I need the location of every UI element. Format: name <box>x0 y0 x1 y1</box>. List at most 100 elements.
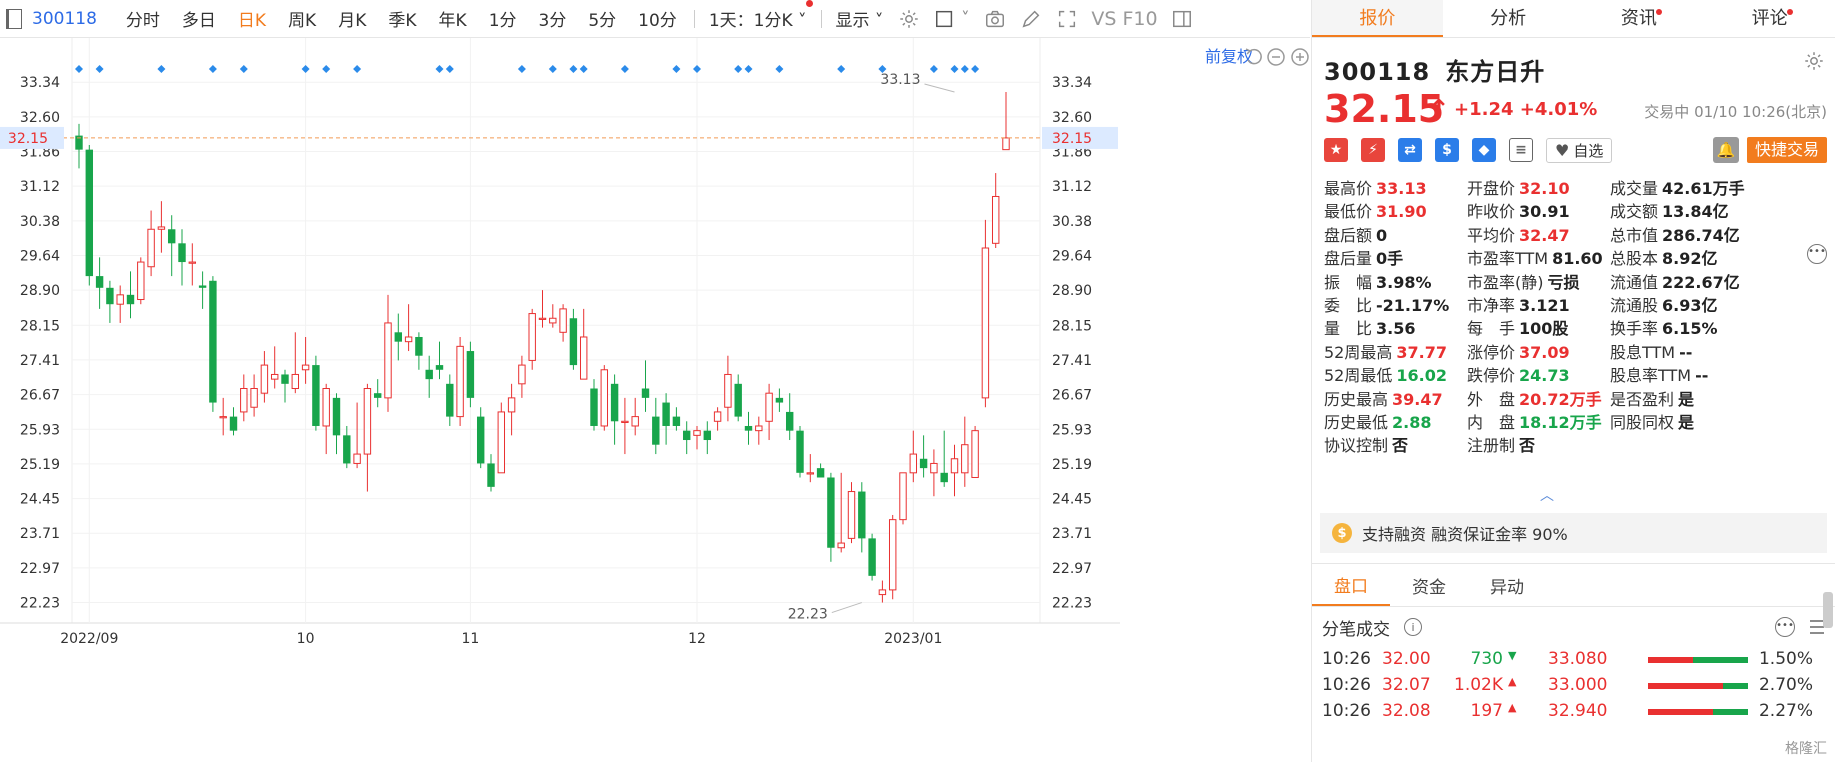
candle-body-down <box>229 416 238 431</box>
candle-body-up <box>724 373 732 408</box>
more-icon[interactable]: ••• <box>1807 244 1827 264</box>
tab-funds[interactable]: 资金 <box>1390 564 1468 606</box>
chevron-down-icon[interactable]: ˅ <box>961 8 970 29</box>
scrollbar[interactable] <box>1823 592 1833 628</box>
stock-code: 300118 <box>1324 58 1431 86</box>
tab-news[interactable]: 资讯 <box>1574 0 1705 37</box>
quote-label: 外 盘 <box>1467 389 1516 409</box>
candle-body-down <box>312 365 320 426</box>
gear-icon[interactable] <box>1803 50 1825 72</box>
tab-5min[interactable]: 5分 <box>588 11 617 31</box>
sidebar-toggle-icon[interactable] <box>6 8 22 29</box>
adjust-mode-label[interactable]: 前复权 <box>1205 47 1253 66</box>
gear-icon[interactable] <box>897 8 921 30</box>
candle-body-up <box>961 444 969 474</box>
event-diamond-icon <box>744 65 753 73</box>
quote-cell: 总市值 286.74亿 <box>1610 222 1740 246</box>
candle-body-up <box>363 388 372 455</box>
shuffle-icon[interactable]: ⇄ <box>1398 138 1422 162</box>
quote-cell: 换手率 6.15% <box>1610 315 1718 339</box>
y-tick-label-left: 28.90 <box>20 283 60 299</box>
tab-multiday[interactable]: 多日 <box>181 11 216 31</box>
display-dropdown[interactable]: 显示 ˅ <box>835 11 884 31</box>
x-tick-label: 2022/09 <box>60 631 118 647</box>
zoom-in-icon[interactable] <box>1291 48 1309 66</box>
depth-bar-fill <box>1648 683 1723 689</box>
candle-body-down <box>734 383 742 417</box>
event-diamond-icon <box>95 65 104 73</box>
quote-value: 亏损 <box>1547 272 1580 292</box>
quote-label: 总股本 <box>1610 249 1659 269</box>
fast-trade-button[interactable]: 快捷交易 <box>1746 137 1827 163</box>
y-tick-label-right: 29.64 <box>1052 248 1092 264</box>
quote-value: 33.13 <box>1376 179 1427 198</box>
dollar-icon[interactable]: $ <box>1435 138 1459 162</box>
info-icon[interactable]: i <box>1404 618 1422 636</box>
quote-label: 是否盈利 <box>1610 389 1675 409</box>
tab-analysis[interactable]: 分析 <box>1443 0 1574 37</box>
china-flag-icon[interactable]: ★ <box>1324 138 1348 162</box>
bell-icon[interactable]: 🔔 <box>1713 137 1739 163</box>
vs-f10-label[interactable]: VS F10 <box>1091 7 1158 30</box>
stock-code-link[interactable]: 300118 <box>32 8 97 29</box>
tab-comments[interactable]: 评论 <box>1704 0 1835 37</box>
candle-body-up <box>116 294 124 305</box>
candle-body-up <box>765 392 773 422</box>
candle-body-up <box>270 373 279 380</box>
period-dropdown[interactable]: 1天：1分K ˅ <box>701 0 815 31</box>
event-diamond-icon <box>445 65 454 73</box>
quote-cell: 开盘价 32.10 <box>1467 175 1570 199</box>
quote-value: 0 <box>1376 225 1388 245</box>
tab-weekly-k[interactable]: 周K <box>288 11 317 31</box>
chart-toolbar: 300118 分时 多日 日K 周K 月K 季K 年K 1分 3分 5分 10分… <box>0 0 1310 38</box>
tab-quarterly-k[interactable]: 季K <box>388 11 417 31</box>
current-price-tag-right <box>1042 126 1118 149</box>
more-icon[interactable]: ••• <box>1775 617 1795 637</box>
event-diamond-icon <box>301 65 310 73</box>
quote-cell: 最高价 33.13 <box>1324 175 1427 199</box>
candle-body-up <box>507 397 516 413</box>
tab-intraday[interactable]: 分时 <box>125 11 160 31</box>
note-icon[interactable]: ≡ <box>1509 138 1533 162</box>
quote-value: 是 <box>1678 389 1695 409</box>
quote-label: 最低价 <box>1324 202 1373 222</box>
candle-body-down <box>868 538 876 576</box>
fullscreen-icon[interactable] <box>1055 8 1079 30</box>
pencil-icon[interactable] <box>1019 8 1043 30</box>
tab-10min[interactable]: 10分 <box>638 11 677 31</box>
zoom-out-icon[interactable] <box>1267 48 1285 66</box>
candle-body-up <box>981 247 990 399</box>
quote-label: 涨停价 <box>1467 342 1516 362</box>
quote-value: 24.73 <box>1519 366 1570 386</box>
candle-body-up <box>837 542 845 549</box>
candle-body-up <box>137 261 145 301</box>
depth-bar-fill <box>1648 657 1693 663</box>
tab-anomaly[interactable]: 异动 <box>1468 564 1546 606</box>
quote-value: 6.15% <box>1662 319 1718 339</box>
current-price-tag-left <box>0 126 64 149</box>
tab-yearly-k[interactable]: 年K <box>438 11 467 31</box>
add-watchlist-button[interactable]: ♥ 自选 <box>1546 137 1613 163</box>
tick-time: 10:26 <box>1322 701 1371 721</box>
tab-3min[interactable]: 3分 <box>538 11 567 31</box>
candle-body-up <box>693 430 701 436</box>
tab-orderbook[interactable]: 盘口 <box>1312 564 1390 606</box>
side-panel-icon[interactable] <box>1170 8 1194 30</box>
margin-info: $ 支持融资 融资保证金率 90% <box>1320 513 1827 553</box>
tab-monthly-k[interactable]: 月K <box>338 11 367 31</box>
tab-1min[interactable]: 1分 <box>488 11 517 31</box>
quote-value: 286.74亿 <box>1662 225 1740 245</box>
camera-icon[interactable] <box>983 8 1007 30</box>
tag-icon[interactable]: ◆ <box>1472 138 1496 162</box>
square-select-icon[interactable] <box>933 8 957 30</box>
chart-strategy-icon[interactable]: ⚡ <box>1361 138 1385 162</box>
tab-quote[interactable]: 报价 <box>1312 0 1443 37</box>
high-leader-line <box>924 83 955 93</box>
candle-body-down <box>75 135 83 150</box>
undo-icon[interactable] <box>1245 48 1262 65</box>
tab-daily-k[interactable]: 日K <box>237 11 267 31</box>
list-icon[interactable] <box>1807 617 1827 637</box>
chevron-up-icon[interactable]: ︿ <box>1540 488 1554 504</box>
candle-body-down <box>775 397 784 403</box>
